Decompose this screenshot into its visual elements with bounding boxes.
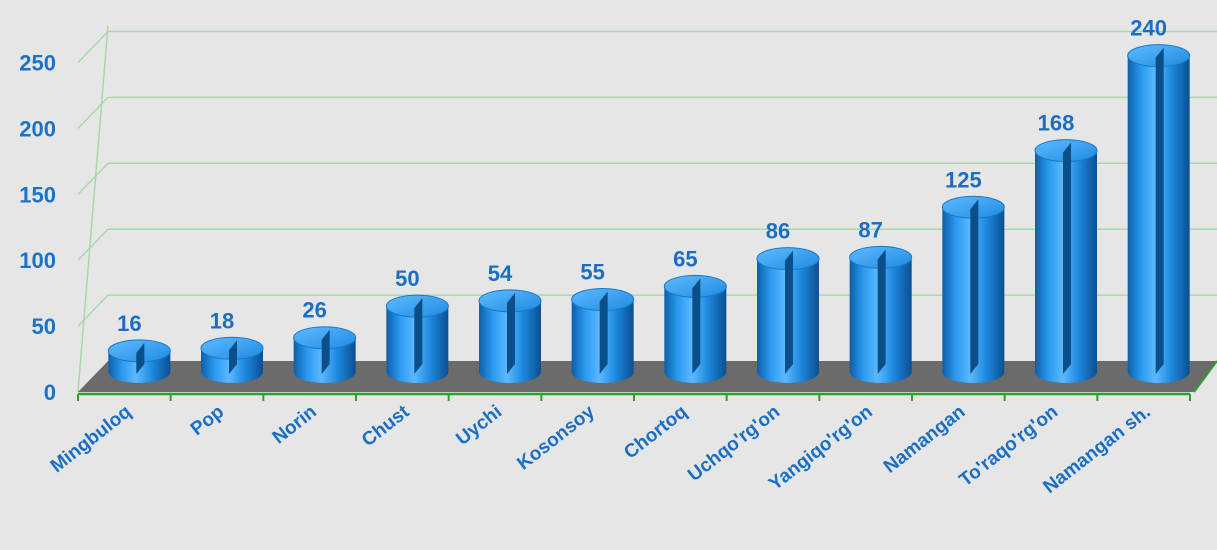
bar-stripe [507,292,515,374]
category-label: Mingbuloq [47,401,136,477]
category-label: Norin [269,401,321,448]
bar-stripe [414,298,423,374]
floor-plane [78,361,1217,392]
data-labels: 16 18 26 50 54 55 65 86 87 125 168 240 [117,16,1167,336]
chart-floor [78,360,1217,393]
bar-stripe [136,342,145,374]
grid-line [77,96,109,129]
bar [663,274,727,384]
bar [571,288,635,384]
y-tick-label: 0 [44,380,56,405]
y-tick-label: 150 [19,182,56,207]
data-label: 65 [673,246,697,271]
data-label: 54 [488,261,513,286]
category-label: Kosonsoy [513,401,599,474]
bar-stripe [785,250,793,374]
bar-stripe [1155,47,1164,375]
bar [200,336,264,383]
grid-line [77,162,109,195]
y-tick-label: 50 [32,314,56,339]
data-label: 50 [395,266,419,291]
bar-stripe [229,340,237,374]
wall-line [77,25,109,393]
y-tick-label: 250 [19,51,56,76]
bar-stripe [692,278,701,374]
bar-stripe [599,291,608,374]
category-label: Chortoq [620,401,691,463]
bars [107,44,1191,384]
bar-stripe [1063,142,1071,374]
data-label: 55 [580,260,604,285]
category-label: Uchqo'rg'on [684,401,784,485]
data-label: 240 [1130,16,1167,41]
data-label: 87 [858,217,882,242]
category-labels: Mingbuloq Pop Norin Chust Uychi Kosonsoy Chort… [47,401,1155,498]
floor-edge [1193,360,1217,393]
bar [107,339,171,383]
bar [849,245,913,384]
bar [941,195,1005,383]
bar [478,289,542,383]
bar-stripe [321,329,330,374]
y-tick-label: 100 [19,248,56,273]
category-label: Chust [358,401,414,451]
x-axis [77,392,1191,401]
data-label: 18 [210,308,234,333]
y-tick-label: 200 [19,116,56,141]
grid-line [77,30,109,64]
bar [756,247,820,383]
y-axis-ticks: 0 50 100 150 200 250 [19,51,56,406]
data-label: 125 [945,167,982,192]
data-label: 86 [766,219,790,244]
data-label: 26 [302,298,326,323]
bar [293,326,357,384]
bar [385,294,449,384]
data-label: 16 [117,311,141,336]
data-label: 168 [1038,111,1075,136]
grid-line [77,294,109,327]
category-label: Pop [187,401,228,440]
bar [1034,139,1098,383]
grid-lines [77,25,1217,393]
bar [1127,44,1191,384]
category-label: Namangan [880,401,969,477]
grid-line [77,228,109,261]
bar-stripe [970,199,979,374]
bar-stripe [877,249,886,374]
category-label: Uychi [452,401,506,449]
